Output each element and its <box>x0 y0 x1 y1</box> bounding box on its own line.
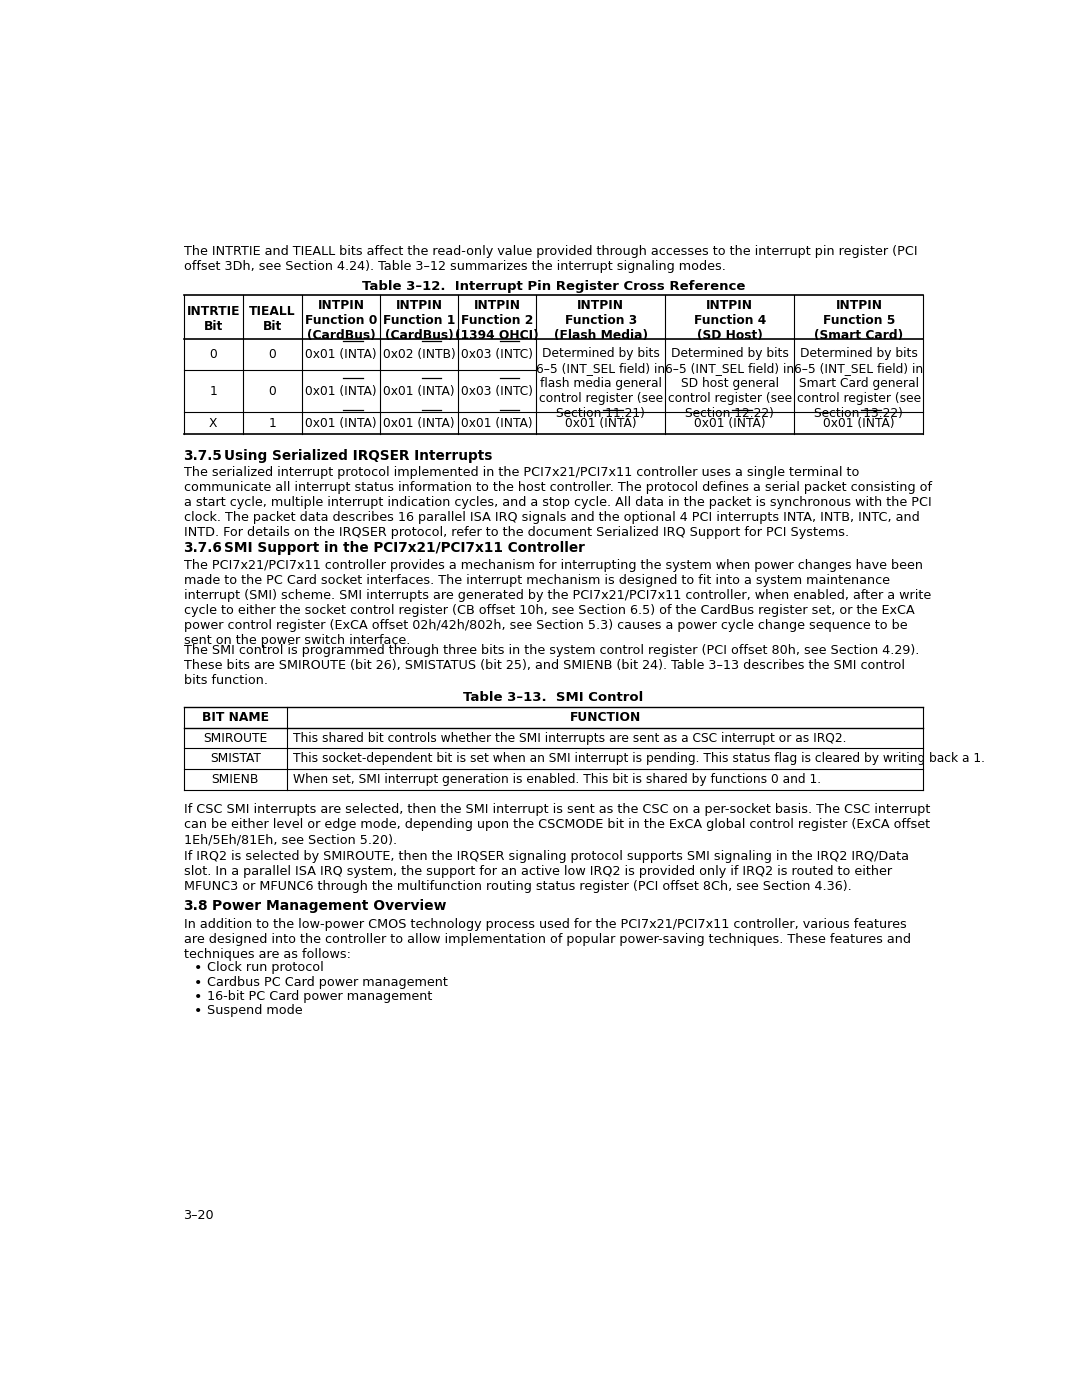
Text: Determined by bits
6–5 (INT_SEL field) in
SD host general
control register (see
: Determined by bits 6–5 (INT_SEL field) i… <box>665 346 795 420</box>
Text: 0x01 (INTA): 0x01 (INTA) <box>694 418 766 430</box>
Text: 0x01 (INTA): 0x01 (INTA) <box>461 418 534 430</box>
Text: 3.7.5: 3.7.5 <box>184 448 222 462</box>
Text: Clock run protocol: Clock run protocol <box>207 961 324 974</box>
Text: INTPIN
Function 0
(CardBus): INTPIN Function 0 (CardBus) <box>305 299 377 342</box>
Text: The serialized interrupt protocol implemented in the PCI7x21/PCI7x11 controller : The serialized interrupt protocol implem… <box>184 467 932 539</box>
Text: Using Serialized IRQSER Interrupts: Using Serialized IRQSER Interrupts <box>224 448 492 462</box>
Text: •: • <box>194 975 203 989</box>
Text: 0x02 (INTB): 0x02 (INTB) <box>382 348 456 362</box>
Text: INTRTIE
Bit: INTRTIE Bit <box>187 305 240 334</box>
Text: When set, SMI interrupt generation is enabled. This bit is shared by functions 0: When set, SMI interrupt generation is en… <box>293 773 821 785</box>
Text: 0x01 (INTA): 0x01 (INTA) <box>306 386 377 398</box>
Text: 0x01 (INTA): 0x01 (INTA) <box>383 418 455 430</box>
Text: SMIROUTE: SMIROUTE <box>203 732 268 745</box>
Text: 0: 0 <box>269 348 276 362</box>
Text: SMIENB: SMIENB <box>212 773 259 785</box>
Text: •: • <box>194 961 203 975</box>
Text: Table 3–12.  Interrupt Pin Register Cross Reference: Table 3–12. Interrupt Pin Register Cross… <box>362 279 745 292</box>
Text: •: • <box>194 990 203 1004</box>
Text: In addition to the low-power CMOS technology process used for the PCI7x21/PCI7x1: In addition to the low-power CMOS techno… <box>184 918 910 961</box>
Text: FUNCTION: FUNCTION <box>569 711 640 724</box>
Text: If IRQ2 is selected by SMIROUTE, then the IRQSER signaling protocol supports SMI: If IRQ2 is selected by SMIROUTE, then th… <box>184 851 908 893</box>
Text: This shared bit controls whether the SMI interrupts are sent as a CSC interrupt : This shared bit controls whether the SMI… <box>293 732 846 745</box>
Text: 0: 0 <box>269 386 276 398</box>
Text: •: • <box>194 1004 203 1018</box>
Text: INTPIN
Function 2
(1394 OHCI): INTPIN Function 2 (1394 OHCI) <box>456 299 539 342</box>
Text: The SMI control is programmed through three bits in the system control register : The SMI control is programmed through th… <box>184 644 919 687</box>
Text: 1: 1 <box>269 418 276 430</box>
Text: 3.8: 3.8 <box>184 900 208 914</box>
Text: 3–20: 3–20 <box>184 1208 214 1222</box>
Text: SMISTAT: SMISTAT <box>210 752 260 766</box>
Text: Cardbus PC Card power management: Cardbus PC Card power management <box>207 975 448 989</box>
Text: The PCI7x21/PCI7x11 controller provides a mechanism for interrupting the system : The PCI7x21/PCI7x11 controller provides … <box>184 559 931 647</box>
Text: Determined by bits
6–5 (INT_SEL field) in
flash media general
control register (: Determined by bits 6–5 (INT_SEL field) i… <box>536 346 665 420</box>
Text: 1: 1 <box>210 386 217 398</box>
Text: TIEALL
Bit: TIEALL Bit <box>249 305 296 334</box>
Text: Table 3–13.  SMI Control: Table 3–13. SMI Control <box>463 690 644 704</box>
Text: INTPIN
Function 1
(CardBus): INTPIN Function 1 (CardBus) <box>383 299 456 342</box>
Text: 3.7.6: 3.7.6 <box>184 541 222 555</box>
Text: 0: 0 <box>210 348 217 362</box>
Text: SMI Support in the PCI7x21/PCI7x11 Controller: SMI Support in the PCI7x21/PCI7x11 Contr… <box>224 541 584 555</box>
Text: Determined by bits
6–5 (INT_SEL field) in
Smart Card general
control register (s: Determined by bits 6–5 (INT_SEL field) i… <box>795 346 923 420</box>
Text: 0x03 (INTC): 0x03 (INTC) <box>461 348 534 362</box>
Text: INTPIN
Function 3
(Flash Media): INTPIN Function 3 (Flash Media) <box>554 299 648 342</box>
Text: Suspend mode: Suspend mode <box>207 1004 302 1017</box>
Text: If CSC SMI interrupts are selected, then the SMI interrupt is sent as the CSC on: If CSC SMI interrupts are selected, then… <box>184 803 930 847</box>
Text: The INTRTIE and TIEALL bits affect the read-only value provided through accesses: The INTRTIE and TIEALL bits affect the r… <box>184 244 917 272</box>
Text: Power Management Overview: Power Management Overview <box>212 900 446 914</box>
Text: 0x01 (INTA): 0x01 (INTA) <box>383 386 455 398</box>
Text: 0x01 (INTA): 0x01 (INTA) <box>306 348 377 362</box>
Text: 0x01 (INTA): 0x01 (INTA) <box>823 418 894 430</box>
Text: This socket-dependent bit is set when an SMI interrupt is pending. This status f: This socket-dependent bit is set when an… <box>293 752 985 766</box>
Text: INTPIN
Function 5
(Smart Card): INTPIN Function 5 (Smart Card) <box>814 299 904 342</box>
Text: X: X <box>208 418 217 430</box>
Text: 0x01 (INTA): 0x01 (INTA) <box>306 418 377 430</box>
Text: BIT NAME: BIT NAME <box>202 711 269 724</box>
Text: INTPIN
Function 4
(SD Host): INTPIN Function 4 (SD Host) <box>693 299 766 342</box>
Text: 0x03 (INTC): 0x03 (INTC) <box>461 386 534 398</box>
Text: 16-bit PC Card power management: 16-bit PC Card power management <box>207 990 433 1003</box>
Text: 0x01 (INTA): 0x01 (INTA) <box>565 418 636 430</box>
